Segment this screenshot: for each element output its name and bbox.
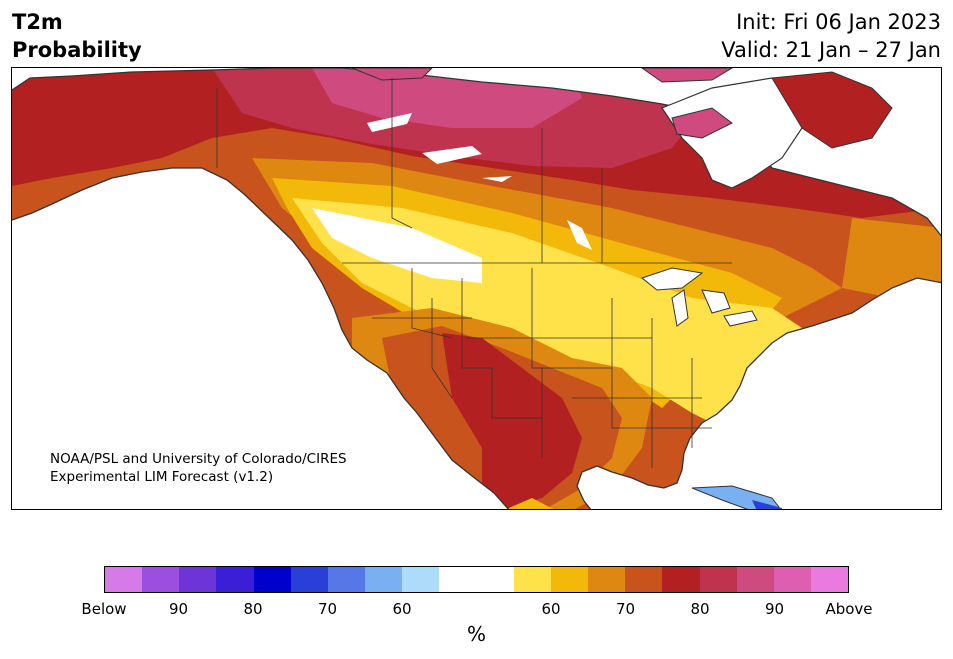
inland-lakes — [367, 113, 592, 250]
colorbar-tick-label: 90 — [168, 600, 189, 618]
init-date: Init: Fri 06 Jan 2023 — [736, 10, 941, 34]
hudson-bay — [661, 77, 813, 189]
political-borders — [216, 78, 732, 468]
map-panel: NOAA/PSL and University of Colorado/CIRE… — [11, 67, 942, 510]
colorbar-tick-label: 80 — [243, 600, 263, 618]
credit-line-2: Experimental LIM Forecast (v1.2) — [50, 469, 274, 485]
colorbar-cell — [365, 567, 403, 592]
colorbar-cell — [476, 567, 514, 592]
colorbar-cell — [810, 567, 849, 592]
colorbar-cell — [290, 567, 328, 592]
colorbar-cell — [662, 567, 700, 592]
colorbar — [104, 566, 849, 593]
valid-range: Valid: 21 Jan – 27 Jan — [721, 38, 941, 62]
colorbar-cell — [439, 567, 477, 592]
colorbar-tick-label: 60 — [541, 600, 561, 618]
colorbar-cell — [625, 567, 663, 592]
cuba-east — [752, 500, 782, 509]
great-lakes — [640, 267, 758, 327]
colorbar-unit: % — [466, 622, 486, 646]
colorbar-cell — [402, 567, 440, 592]
colorbar-tick-label: 70 — [317, 600, 338, 618]
colorbar-cell — [216, 567, 254, 592]
colorbar-tick-label: Below — [81, 600, 127, 618]
forecast-dates: Init: Fri 06 Jan 2023 Valid: 21 Jan – 27… — [721, 8, 941, 64]
credit-line-1: NOAA/PSL and University of Colorado/CIRE… — [50, 451, 347, 467]
colorbar-cell — [588, 567, 626, 592]
credit-text: NOAA/PSL and University of Colorado/CIRE… — [50, 450, 347, 486]
colorbar-cell — [699, 567, 737, 592]
colorbar-tick-label: 90 — [764, 600, 785, 618]
colorbar-tick-label: Above — [825, 600, 873, 618]
colorbar-cell — [105, 567, 143, 592]
colorbar-cell — [736, 567, 774, 592]
colorbar-cell — [142, 567, 180, 592]
colorbar-cell — [773, 567, 811, 592]
colorbar-ticks: Below 90 80 70 60 60 70 80 90 Above — [0, 600, 953, 620]
colorbar-tick-label: 60 — [392, 600, 412, 618]
colorbar-cell — [513, 567, 551, 592]
colorbar-cell — [550, 567, 589, 592]
map-title: T2m Probability — [12, 8, 142, 64]
title-line-1: T2m — [12, 10, 63, 34]
arctic-islands — [351, 68, 893, 149]
colorbar-cell — [327, 567, 366, 592]
title-line-2: Probability — [12, 38, 142, 62]
probability-map — [12, 68, 941, 509]
colorbar-cell — [179, 567, 217, 592]
colorbar-tick-label: 70 — [615, 600, 636, 618]
colorbar-tick-label: 80 — [690, 600, 710, 618]
colorbar-cell — [253, 567, 291, 592]
heat-bands — [12, 68, 941, 509]
